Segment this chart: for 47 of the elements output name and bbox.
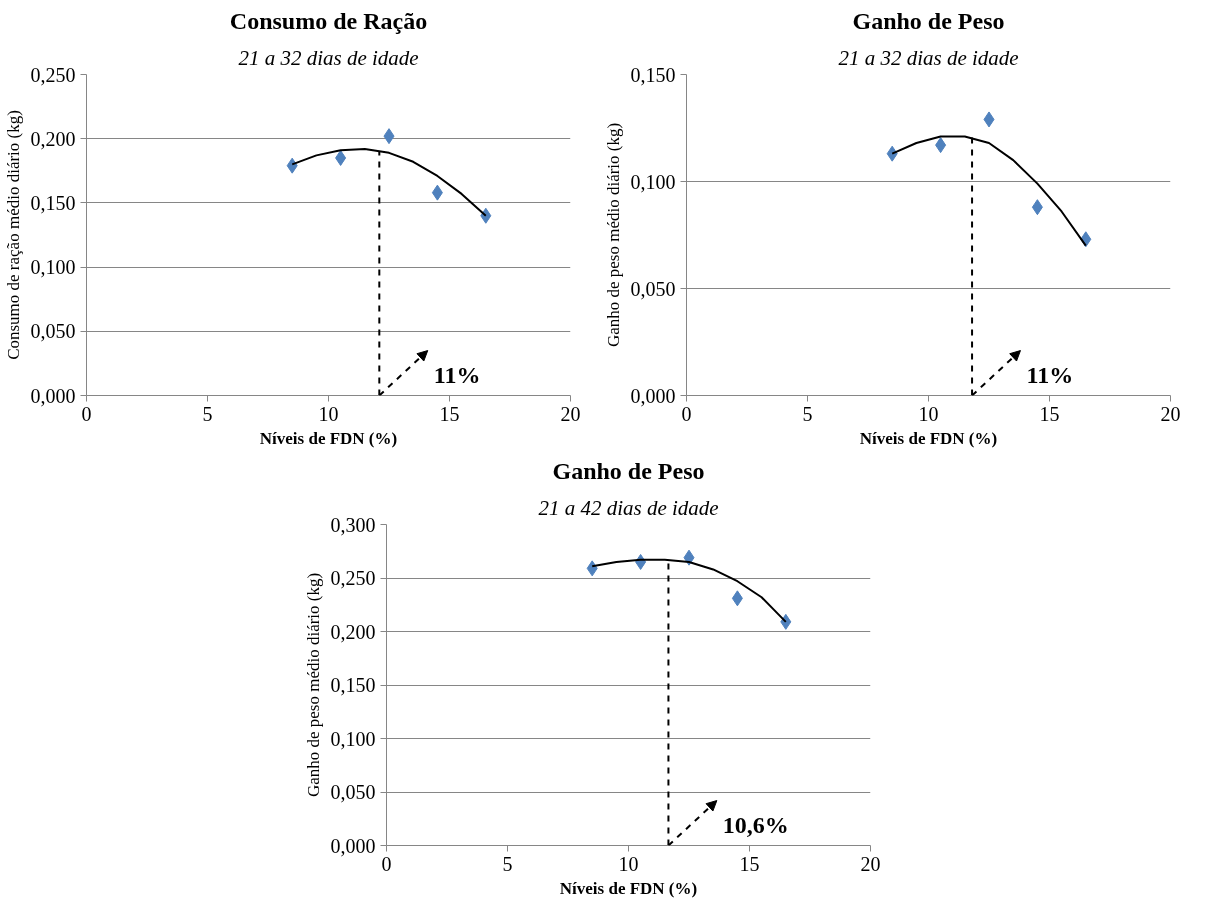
y-tick-label: 0,200 [30,127,76,150]
x-tick-label: 10 [918,402,939,425]
x-tick-label: 15 [439,402,460,425]
y-tick-label: 0,050 [30,320,76,343]
x-tick-label: 0 [81,402,92,425]
x-tick-label: 5 [502,852,513,875]
y-tick-label: 0,000 [30,384,76,407]
x-tick-label: 20 [560,402,581,425]
x-axis-title: Níveis de FDN (%) [859,428,998,448]
y-tick-label: 0,100 [30,256,76,279]
x-axis-title: Níveis de FDN (%) [259,428,398,448]
y-tick-label: 0,300 [330,513,376,536]
y-tick-label: 0,000 [630,384,676,407]
x-tick-label: 20 [1160,402,1181,425]
y-tick-label: 0,100 [330,727,376,750]
x-tick-label: 5 [202,402,213,425]
y-tick-label: 0,150 [630,63,676,86]
annotation: 11% [1026,361,1074,388]
x-tick-label: 0 [381,852,392,875]
x-tick-label: 10 [318,402,339,425]
y-axis-title: Consumo de ração médio diário (kg) [3,110,23,360]
y-tick-label: 0,200 [330,620,376,643]
y-tick-label: 0,250 [30,63,76,86]
y-tick-label: 0,250 [330,567,376,589]
x-tick-label: 10 [618,852,639,875]
x-tick-label: 20 [860,852,881,875]
chart-title: Ganho de Peso [552,457,705,484]
y-tick-label: 0,150 [330,674,376,696]
y-tick-label: 0,000 [330,834,376,857]
x-tick-label: 15 [1039,402,1060,425]
y-tick-label: 0,050 [630,277,676,300]
annotation: 11% [433,361,481,388]
chart-subtitle: 21 a 32 dias de idade [238,45,419,70]
x-tick-label: 0 [681,402,692,425]
y-axis-title: Ganho de peso médio diário (kg) [303,572,323,798]
chart-subtitle: 21 a 42 dias de idade [538,495,719,520]
y-tick-label: 0,150 [30,191,76,214]
annotation: 10,6% [722,811,789,838]
chart-subtitle: 21 a 32 dias de idade [838,45,1019,70]
x-tick-label: 15 [739,852,760,875]
y-tick-label: 0,050 [330,781,376,803]
chart-title: Consumo de Ração [229,7,428,34]
y-axis-title: Ganho de peso médio diário (kg) [603,122,623,348]
y-tick-label: 0,100 [630,170,676,193]
x-axis-title: Níveis de FDN (%) [559,878,698,898]
chart-title: Ganho de Peso [852,7,1005,34]
x-tick-label: 5 [802,402,813,425]
